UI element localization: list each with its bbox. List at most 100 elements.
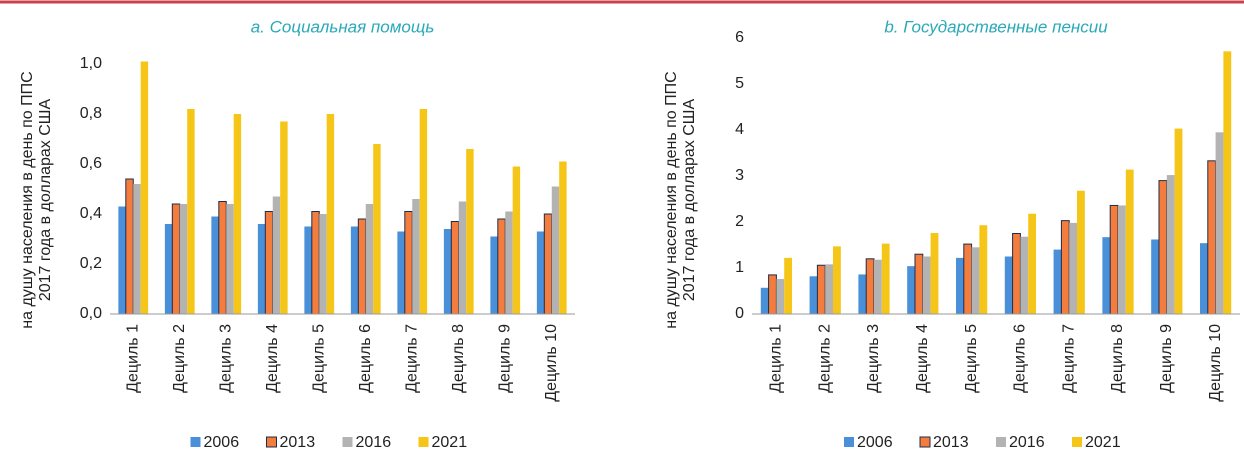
bar	[1118, 205, 1126, 314]
legend-label: 2013	[280, 434, 316, 451]
bar	[1215, 132, 1224, 314]
legend-label: 2006	[857, 434, 893, 451]
x-tick-label: Дециль 3	[217, 324, 234, 393]
bar	[1020, 236, 1029, 314]
bar	[125, 178, 134, 315]
bar	[118, 206, 126, 314]
bar	[140, 61, 149, 314]
bar	[833, 246, 841, 314]
bar	[458, 201, 467, 314]
bar	[319, 214, 327, 314]
bar	[543, 213, 553, 315]
y-axis-label: на душу населения в день по ППС	[19, 71, 36, 328]
x-tick-label: Дециль 6	[357, 324, 374, 393]
x-tick-label: Дециль 10	[1207, 324, 1224, 402]
bar	[1077, 190, 1085, 314]
bar	[930, 233, 939, 314]
legend-label: 2016	[356, 434, 392, 451]
y-axis-label: на душу населения в день по ППС	[663, 71, 680, 328]
bar	[1060, 220, 1070, 315]
bar	[497, 218, 506, 315]
bar	[133, 184, 141, 314]
bar	[979, 225, 988, 314]
legend-swatch	[342, 437, 353, 447]
chart-title: a. Социальная помощь	[251, 17, 435, 36]
y-tick-label: 0,4	[80, 205, 102, 222]
y-tick-label: 2	[735, 213, 744, 230]
bar	[179, 204, 188, 314]
bar	[1223, 51, 1232, 315]
bar	[264, 211, 274, 315]
bar	[164, 224, 173, 314]
bar	[1069, 222, 1078, 314]
x-tick-label: Дециль 2	[816, 324, 833, 393]
legend-swatch	[266, 436, 277, 448]
legend-label: 2021	[1085, 434, 1121, 451]
bar	[1158, 180, 1168, 315]
x-tick-label: Дециль 2	[171, 324, 188, 393]
bar	[187, 109, 195, 314]
bar	[816, 264, 826, 315]
bar	[1053, 249, 1062, 314]
bar	[922, 256, 931, 314]
legend-label: 2013	[933, 434, 969, 451]
bar	[881, 243, 890, 314]
x-tick-label: Дециль 4	[264, 324, 281, 393]
bar	[768, 274, 777, 315]
bar	[233, 114, 242, 314]
bar	[1028, 213, 1037, 314]
bar	[1207, 160, 1217, 315]
bar	[551, 186, 560, 314]
x-tick-label: Дециль 9	[1158, 324, 1175, 393]
bar	[512, 166, 521, 314]
bar	[536, 231, 545, 314]
bar	[907, 266, 915, 314]
bar	[365, 204, 374, 314]
y-tick-label: 0,8	[80, 105, 102, 122]
bar	[450, 221, 460, 315]
y-axis-label: 2017 года в долларах США	[681, 99, 698, 302]
legend-label: 2016	[1009, 434, 1045, 451]
bar	[272, 196, 281, 314]
y-tick-label: 4	[735, 121, 744, 138]
bar	[311, 211, 320, 315]
x-tick-label: Дециль 1	[124, 324, 141, 393]
bar	[1166, 175, 1175, 314]
y-axis-label: 2017 года в долларах США	[37, 99, 54, 302]
y-tick-label: 1	[735, 259, 744, 276]
bar	[211, 216, 219, 314]
bar	[1109, 204, 1119, 315]
x-tick-label: Дециль 5	[310, 324, 327, 393]
bar	[914, 253, 924, 315]
legend-swatch	[844, 437, 854, 447]
bar	[490, 236, 498, 314]
bar	[760, 287, 769, 314]
legend-swatch	[190, 437, 201, 447]
legend-label: 2006	[204, 434, 240, 451]
bar	[1125, 169, 1134, 314]
x-tick-label: Дециль 1	[768, 324, 785, 393]
legend-label: 2021	[432, 434, 468, 451]
bar	[280, 121, 288, 314]
bar	[326, 114, 335, 314]
bar	[226, 204, 234, 314]
x-tick-label: Дециль 8	[450, 324, 467, 393]
y-tick-label: 0,6	[80, 155, 102, 172]
bar	[505, 211, 513, 314]
bar	[257, 224, 266, 314]
bar	[404, 211, 413, 315]
legend-swatch	[1072, 437, 1082, 447]
y-tick-label: 0,2	[80, 255, 102, 272]
x-tick-label: Дециль 7	[1060, 324, 1077, 393]
y-tick-label: 0	[735, 305, 744, 322]
bar	[1199, 243, 1208, 314]
legend-swatch	[919, 436, 931, 448]
bar	[858, 274, 867, 314]
bar	[466, 149, 474, 314]
y-tick-label: 0,0	[80, 305, 102, 322]
x-tick-label: Дециль 9	[496, 324, 513, 393]
bar	[825, 264, 834, 314]
bar	[443, 229, 452, 314]
bar	[1004, 256, 1013, 314]
